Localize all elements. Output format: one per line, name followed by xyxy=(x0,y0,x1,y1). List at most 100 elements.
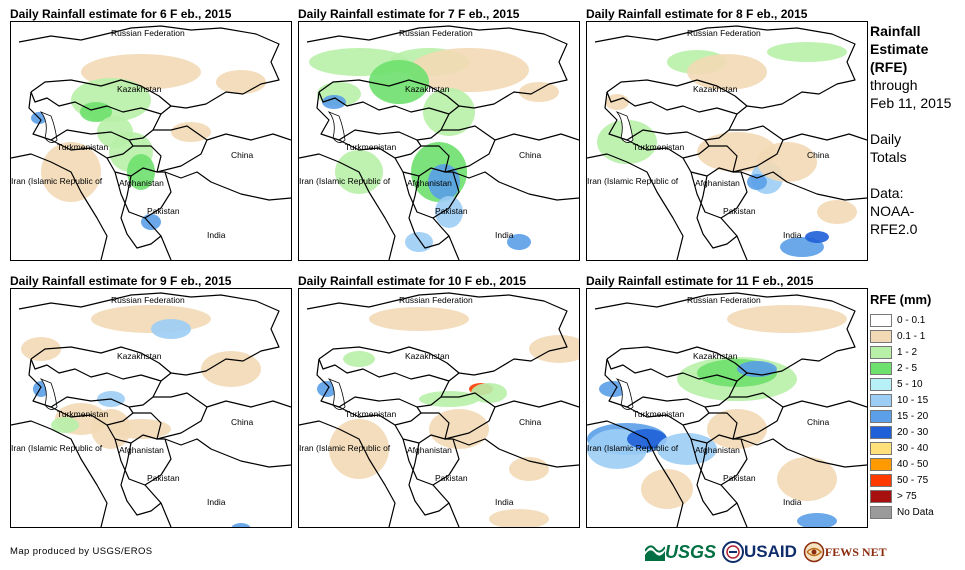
side-line: Totals xyxy=(870,149,907,165)
rainfall-area xyxy=(767,42,847,62)
rainfall-area xyxy=(91,305,211,333)
legend-swatch xyxy=(870,441,892,455)
legend-label: 50 - 75 xyxy=(897,474,929,486)
country-border xyxy=(682,412,738,444)
caspian-sea xyxy=(39,111,58,143)
side-line: Feb 11, 2015 xyxy=(870,95,952,111)
country-label-turkmenistan: Turkmenistan xyxy=(57,409,108,419)
legend-swatch xyxy=(870,361,892,375)
map-canvas: Russian Federation Kazakhstan Turkmenistan… xyxy=(11,292,291,527)
rainfall-area xyxy=(111,419,171,439)
country-border xyxy=(318,79,460,107)
country-border xyxy=(114,171,172,219)
side-line: through xyxy=(870,77,918,93)
country-border xyxy=(30,346,172,374)
country-label-pakistan: Pakistan xyxy=(435,473,468,483)
rainfall-area xyxy=(727,305,847,333)
legend-swatch xyxy=(870,345,892,359)
rainfall-map: Russian Federation Kazakhstan Turkmenistan… xyxy=(586,288,868,528)
rainfall-area xyxy=(641,469,693,509)
caspian-sea xyxy=(615,378,634,410)
country-border xyxy=(682,145,738,177)
country-border xyxy=(306,25,568,115)
rainfall-area xyxy=(127,154,155,190)
rainfall-area xyxy=(317,381,337,397)
rainfall-area xyxy=(657,433,717,465)
country-label-iran: Iran (Islamic Republic of xyxy=(11,176,103,186)
panel-title: Daily Rainfall estimate for 10 F eb., 20… xyxy=(298,274,527,288)
legend-swatch xyxy=(870,473,892,487)
map-canvas: Russian Federation Kazakhstan Turkmenistan… xyxy=(587,292,867,527)
country-label-russia: Russian Federation xyxy=(687,295,761,305)
map-canvas: Russian Federation Kazakhstan Turkmenistan… xyxy=(299,25,579,260)
country-label-russia: Russian Federation xyxy=(111,28,185,38)
caspian-sea xyxy=(327,111,346,143)
rainfall-area xyxy=(429,409,489,449)
country-label-pakistan: Pakistan xyxy=(147,473,180,483)
rainfall-area xyxy=(419,391,479,407)
country-border xyxy=(696,442,738,516)
usaid-logo: USAID xyxy=(722,541,797,563)
fewsnet-globe-icon xyxy=(803,541,825,563)
country-border xyxy=(444,400,579,440)
usgs-logo-text: USGS xyxy=(665,541,717,562)
map-canvas: Russian Federation Kazakhstan Turkmenistan… xyxy=(587,25,867,260)
country-label-india: India xyxy=(783,497,802,507)
country-label-kazakhstan: Kazakhstan xyxy=(405,84,450,94)
rainfall-area xyxy=(369,60,429,104)
legend-item: 10 - 15 xyxy=(870,392,934,408)
side-line: (RFE) xyxy=(870,59,908,75)
rainfall-map: Russian Federation Kazakhstan Turkmenistan… xyxy=(298,288,580,528)
legend-swatch xyxy=(870,329,892,343)
legend-swatch xyxy=(870,313,892,327)
legend: 0 - 0.1 0.1 - 1 1 - 2 2 - 5 5 - 10 10 - … xyxy=(870,312,934,520)
country-label-turkmenistan: Turkmenistan xyxy=(633,142,684,152)
rainfall-area xyxy=(428,164,460,200)
country-label-kazakhstan: Kazakhstan xyxy=(405,351,450,361)
rainfall-area xyxy=(489,509,549,527)
country-label-afghanistan: Afghanistan xyxy=(695,178,740,188)
country-border xyxy=(594,25,856,115)
country-label-russia: Russian Federation xyxy=(687,28,761,38)
country-label-china: China xyxy=(231,417,253,427)
country-label-afghanistan: Afghanistan xyxy=(407,445,452,455)
country-border xyxy=(394,412,450,444)
rainfall-area xyxy=(423,88,475,136)
rainfall-area xyxy=(747,174,767,190)
country-border xyxy=(156,400,291,440)
legend-label: 30 - 40 xyxy=(897,442,929,454)
country-label-kazakhstan: Kazakhstan xyxy=(693,84,738,94)
country-border xyxy=(316,358,450,408)
country-border xyxy=(452,171,579,201)
country-border xyxy=(156,133,291,173)
rainfall-area xyxy=(405,232,433,252)
country-border xyxy=(606,346,748,374)
rainfall-area xyxy=(231,523,251,527)
rainfall-area xyxy=(471,383,507,403)
country-label-iran: Iran (Islamic Republic of xyxy=(587,176,679,186)
side-line: NOAA- xyxy=(870,203,915,219)
country-border xyxy=(153,392,208,408)
country-label-china: China xyxy=(519,417,541,427)
legend-item: No Data xyxy=(870,504,934,520)
rainfall-area xyxy=(687,54,767,90)
country-label-turkmenistan: Turkmenistan xyxy=(633,409,684,419)
legend-label: 0.1 - 1 xyxy=(897,330,926,342)
country-label-pakistan: Pakistan xyxy=(723,473,756,483)
country-border xyxy=(28,91,162,141)
legend-item: 1 - 2 xyxy=(870,344,934,360)
legend-label: > 75 xyxy=(897,490,917,502)
legend-swatch xyxy=(870,377,892,391)
legend-item: > 75 xyxy=(870,488,934,504)
country-border xyxy=(740,438,867,468)
legend-label: 2 - 5 xyxy=(897,362,918,374)
country-label-iran: Iran (Islamic Republic of xyxy=(299,176,391,186)
country-label-kazakhstan: Kazakhstan xyxy=(693,351,738,361)
legend-swatch xyxy=(870,425,892,439)
country-label-afghanistan: Afghanistan xyxy=(407,178,452,188)
usaid-logo-text: USAID xyxy=(744,542,797,561)
country-border xyxy=(402,171,460,219)
legend-item: 30 - 40 xyxy=(870,440,934,456)
country-border xyxy=(604,91,738,141)
rainfall-area xyxy=(507,234,531,250)
